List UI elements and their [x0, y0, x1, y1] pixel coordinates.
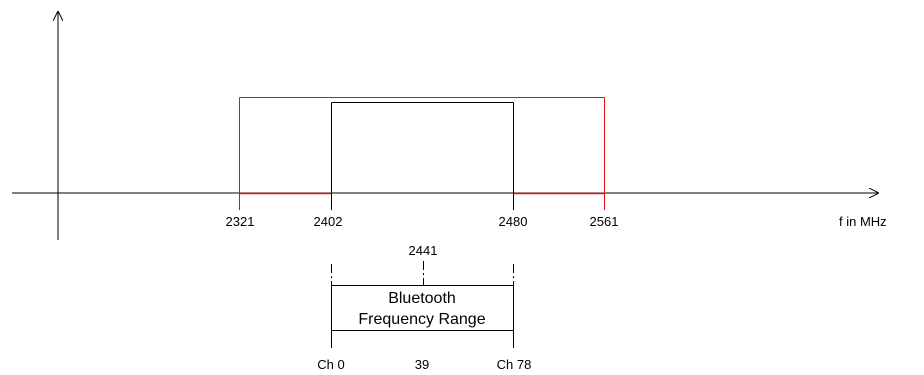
- tick-label-2402: 2402: [314, 214, 343, 229]
- x-axis-label: f in MHz: [839, 214, 887, 229]
- bluetooth-range-box: [331, 285, 514, 331]
- tick-label-2561: 2561: [590, 214, 619, 229]
- channel-label-ch0: Ch 0: [317, 357, 344, 372]
- tick-label-2480: 2480: [499, 214, 528, 229]
- tick-label-2321: 2321: [226, 214, 255, 229]
- bluetooth-range-line1: Bluetooth: [388, 290, 456, 307]
- channel-label-39: 39: [415, 357, 429, 372]
- center-marker-label: 2441: [409, 243, 438, 258]
- bluetooth-range-line2: Frequency Range: [358, 311, 485, 328]
- channel-label-ch78: Ch 78: [497, 357, 532, 372]
